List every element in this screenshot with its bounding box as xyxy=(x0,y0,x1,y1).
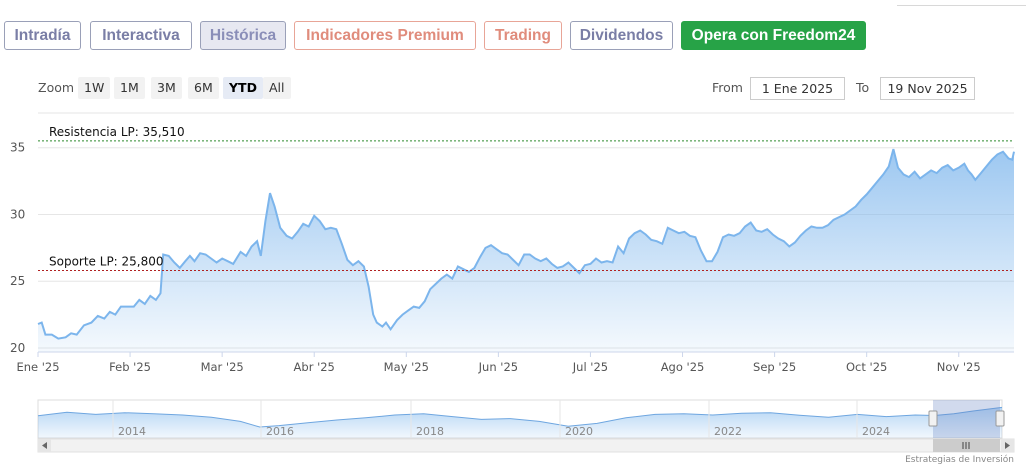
x-tick-label: Sep '25 xyxy=(753,360,796,374)
x-tick-label: Feb '25 xyxy=(109,360,151,374)
navigator-tick-label: 2014 xyxy=(118,425,146,438)
navigator-area xyxy=(38,407,1002,438)
x-tick-label: Nov '25 xyxy=(937,360,981,374)
tab-indicadores-premium[interactable]: Indicadores Premium xyxy=(294,21,476,50)
x-tick-label: Ene '25 xyxy=(16,360,59,374)
x-tick-label: Oct '25 xyxy=(846,360,887,374)
resistance-label: Resistencia LP: 35,510 xyxy=(49,125,185,139)
to-label: To xyxy=(856,80,870,95)
x-tick-label: Abr '25 xyxy=(294,360,335,374)
arrow-left-icon xyxy=(42,442,47,449)
navigator-right-handle[interactable] xyxy=(995,410,1005,427)
top-divider xyxy=(897,5,1026,6)
zoom-label: Zoom xyxy=(38,80,75,95)
navigator-left-handle[interactable] xyxy=(928,410,938,427)
zoom-3m-button[interactable]: 3M xyxy=(151,77,182,99)
x-tick-label: Jul '25 xyxy=(572,360,608,374)
zoom-all-button[interactable]: All xyxy=(263,77,291,99)
zoom-6m-button[interactable]: 6M xyxy=(188,77,219,99)
tab-dividendos[interactable]: Dividendos xyxy=(570,21,673,50)
tab-historica[interactable]: Histórica xyxy=(200,21,286,50)
zoom-ytd-button[interactable]: YTD xyxy=(223,77,263,99)
arrow-right-icon xyxy=(1005,442,1010,449)
y-tick-label: 35 xyxy=(10,141,25,155)
navigator-tick-label: 2016 xyxy=(266,425,294,438)
navigator-tick-label: 2022 xyxy=(714,425,742,438)
from-label: From xyxy=(712,80,743,95)
y-tick-label: 20 xyxy=(10,341,25,355)
x-tick-label: Jun '25 xyxy=(478,360,518,374)
navigator-line xyxy=(37,406,1003,428)
y-tick-label: 30 xyxy=(10,207,25,221)
navigator-tick-label: 2020 xyxy=(565,425,593,438)
tab-interactiva[interactable]: Interactiva xyxy=(90,21,192,50)
x-tick-label: Ago '25 xyxy=(661,360,705,374)
scrollbar-track[interactable] xyxy=(37,438,1015,453)
navigator-selection[interactable] xyxy=(933,400,1000,438)
from-date-input[interactable]: 1 Ene 2025 xyxy=(750,77,845,100)
zoom-1w-button[interactable]: 1W xyxy=(78,77,111,99)
x-tick-label: May '25 xyxy=(384,360,429,374)
support-label: Soporte LP: 25,800 xyxy=(49,255,164,269)
tab-trading[interactable]: Trading xyxy=(484,21,562,50)
navigator-tick-label: 2018 xyxy=(416,425,444,438)
tab-intradia[interactable]: Intradía xyxy=(4,21,81,50)
navigator-tick-label: 2024 xyxy=(862,425,890,438)
zoom-1m-button[interactable]: 1M xyxy=(114,77,145,99)
to-date-input[interactable]: 19 Nov 2025 xyxy=(880,77,975,100)
x-tick-label: Mar '25 xyxy=(201,360,244,374)
price-line xyxy=(37,148,1015,340)
chart-credit: Estrategias de Inversión xyxy=(905,455,1014,465)
y-tick-label: 25 xyxy=(10,274,25,288)
price-area xyxy=(38,149,1014,352)
opera-freedom24-button[interactable]: Opera con Freedom24 xyxy=(681,21,866,50)
